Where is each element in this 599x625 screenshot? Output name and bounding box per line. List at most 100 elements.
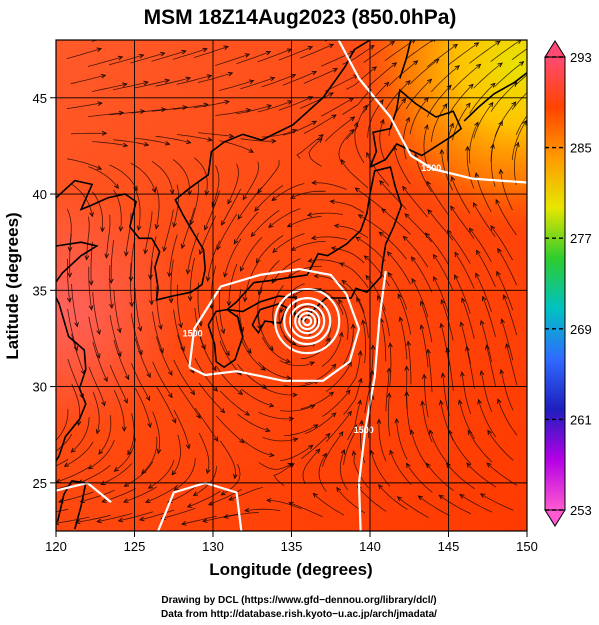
streamline-arrowhead	[260, 365, 266, 371]
streamline	[198, 432, 210, 474]
streamline	[302, 448, 320, 485]
streamline-arrowhead	[381, 208, 387, 214]
streamline-arrowhead	[515, 141, 520, 148]
streamline	[321, 332, 343, 367]
streamline-arrowhead	[202, 518, 208, 523]
streamline-arrowhead	[396, 496, 403, 502]
streamline	[402, 186, 428, 218]
streamline	[308, 138, 323, 167]
streamline-arrowhead	[500, 318, 505, 324]
streamline-arrowhead	[405, 80, 411, 86]
streamline-arrowhead	[355, 236, 361, 242]
streamline	[92, 291, 100, 335]
streamline-arrowhead	[495, 198, 500, 205]
streamline	[367, 99, 384, 138]
streamline	[92, 141, 128, 147]
streamline	[486, 462, 518, 486]
streamline	[364, 255, 390, 287]
streamline-arrowhead	[357, 214, 364, 219]
streamline-arrowhead	[312, 492, 318, 498]
streamline	[118, 511, 154, 522]
streamline-arrowhead	[34, 513, 38, 517]
colorbar-tick-label: 253	[570, 503, 592, 518]
streamline	[194, 407, 219, 442]
streamline	[283, 424, 318, 436]
streamline-arrowhead	[167, 392, 173, 399]
streamline-arrowhead	[51, 441, 55, 445]
streamline-arrowhead	[487, 429, 492, 436]
streamline-arrowhead	[543, 15, 548, 19]
streamline	[123, 486, 158, 503]
streamline	[380, 318, 387, 362]
streamline	[486, 345, 497, 388]
streamline-arrowhead	[406, 462, 411, 468]
streamline	[448, 84, 474, 116]
streamline	[397, 294, 412, 335]
streamline-arrowhead	[338, 331, 344, 338]
streamline	[92, 391, 100, 434]
contour-line	[337, 40, 527, 184]
streamline-arrowhead	[459, 494, 465, 499]
streamline-arrowhead	[311, 120, 318, 126]
streamline-arrowhead	[490, 82, 496, 88]
streamline-arrowhead	[124, 374, 130, 381]
streamline	[176, 284, 182, 328]
streamline	[322, 389, 351, 417]
streamline-arrowhead	[379, 180, 385, 186]
streamline-arrowhead	[122, 142, 129, 148]
streamline	[273, 463, 295, 487]
streamline-arrowhead	[466, 462, 472, 468]
streamline	[91, 191, 103, 232]
streamline	[313, 493, 344, 516]
streamline	[466, 146, 475, 189]
streamline-arrowhead	[404, 213, 410, 219]
streamline-arrowhead	[371, 66, 378, 72]
streamline	[406, 366, 408, 410]
streamline	[425, 232, 450, 266]
streamline	[426, 44, 458, 68]
streamline-arrowhead	[286, 375, 292, 381]
y-axis-label: Latitude (degrees)	[3, 212, 22, 359]
streamline	[241, 438, 274, 456]
streamline	[461, 298, 475, 339]
streamline-arrowhead	[440, 298, 446, 305]
streamline-arrowhead	[311, 70, 318, 76]
streamline-arrowhead	[419, 324, 425, 330]
streamline	[379, 180, 407, 210]
streamline-arrowhead	[349, 116, 356, 122]
streamline	[339, 262, 369, 289]
streamline-arrowhead	[242, 297, 248, 303]
streamline	[314, 275, 348, 290]
streamline-arrowhead	[143, 141, 150, 147]
streamline-arrowhead	[223, 272, 228, 278]
streamline-arrowhead	[331, 412, 337, 418]
streamline	[71, 283, 78, 327]
streamline-arrowhead	[522, 120, 527, 126]
streamline	[288, 266, 322, 278]
streamline-arrowhead	[227, 199, 232, 205]
streamline	[300, 338, 331, 360]
streamline	[88, 366, 105, 406]
streamline	[423, 374, 429, 418]
streamline-arrowhead	[159, 348, 164, 354]
streamline-arrowhead	[147, 484, 154, 489]
streamline-arrowhead	[98, 449, 104, 455]
streamline-arrowhead	[317, 137, 323, 143]
streamline-arrowhead	[426, 180, 431, 187]
streamline-arrowhead	[488, 101, 494, 108]
latitude-ticks: 25 30 35 40 45	[33, 91, 56, 491]
streamline	[454, 252, 475, 289]
streamline-arrowhead	[122, 30, 126, 34]
streamline	[452, 40, 454, 41]
streamline-arrowhead	[138, 516, 145, 522]
streamline	[418, 495, 450, 517]
streamline-arrowhead	[220, 408, 226, 414]
streamline	[494, 61, 524, 87]
streamline-arrowhead	[458, 22, 463, 26]
streamline-arrowhead	[171, 470, 177, 476]
streamline-arrowhead	[467, 429, 473, 436]
streamline	[152, 411, 161, 454]
streamline	[420, 325, 429, 368]
streamline-arrowhead	[211, 202, 217, 208]
streamline-arrowhead	[442, 103, 448, 109]
